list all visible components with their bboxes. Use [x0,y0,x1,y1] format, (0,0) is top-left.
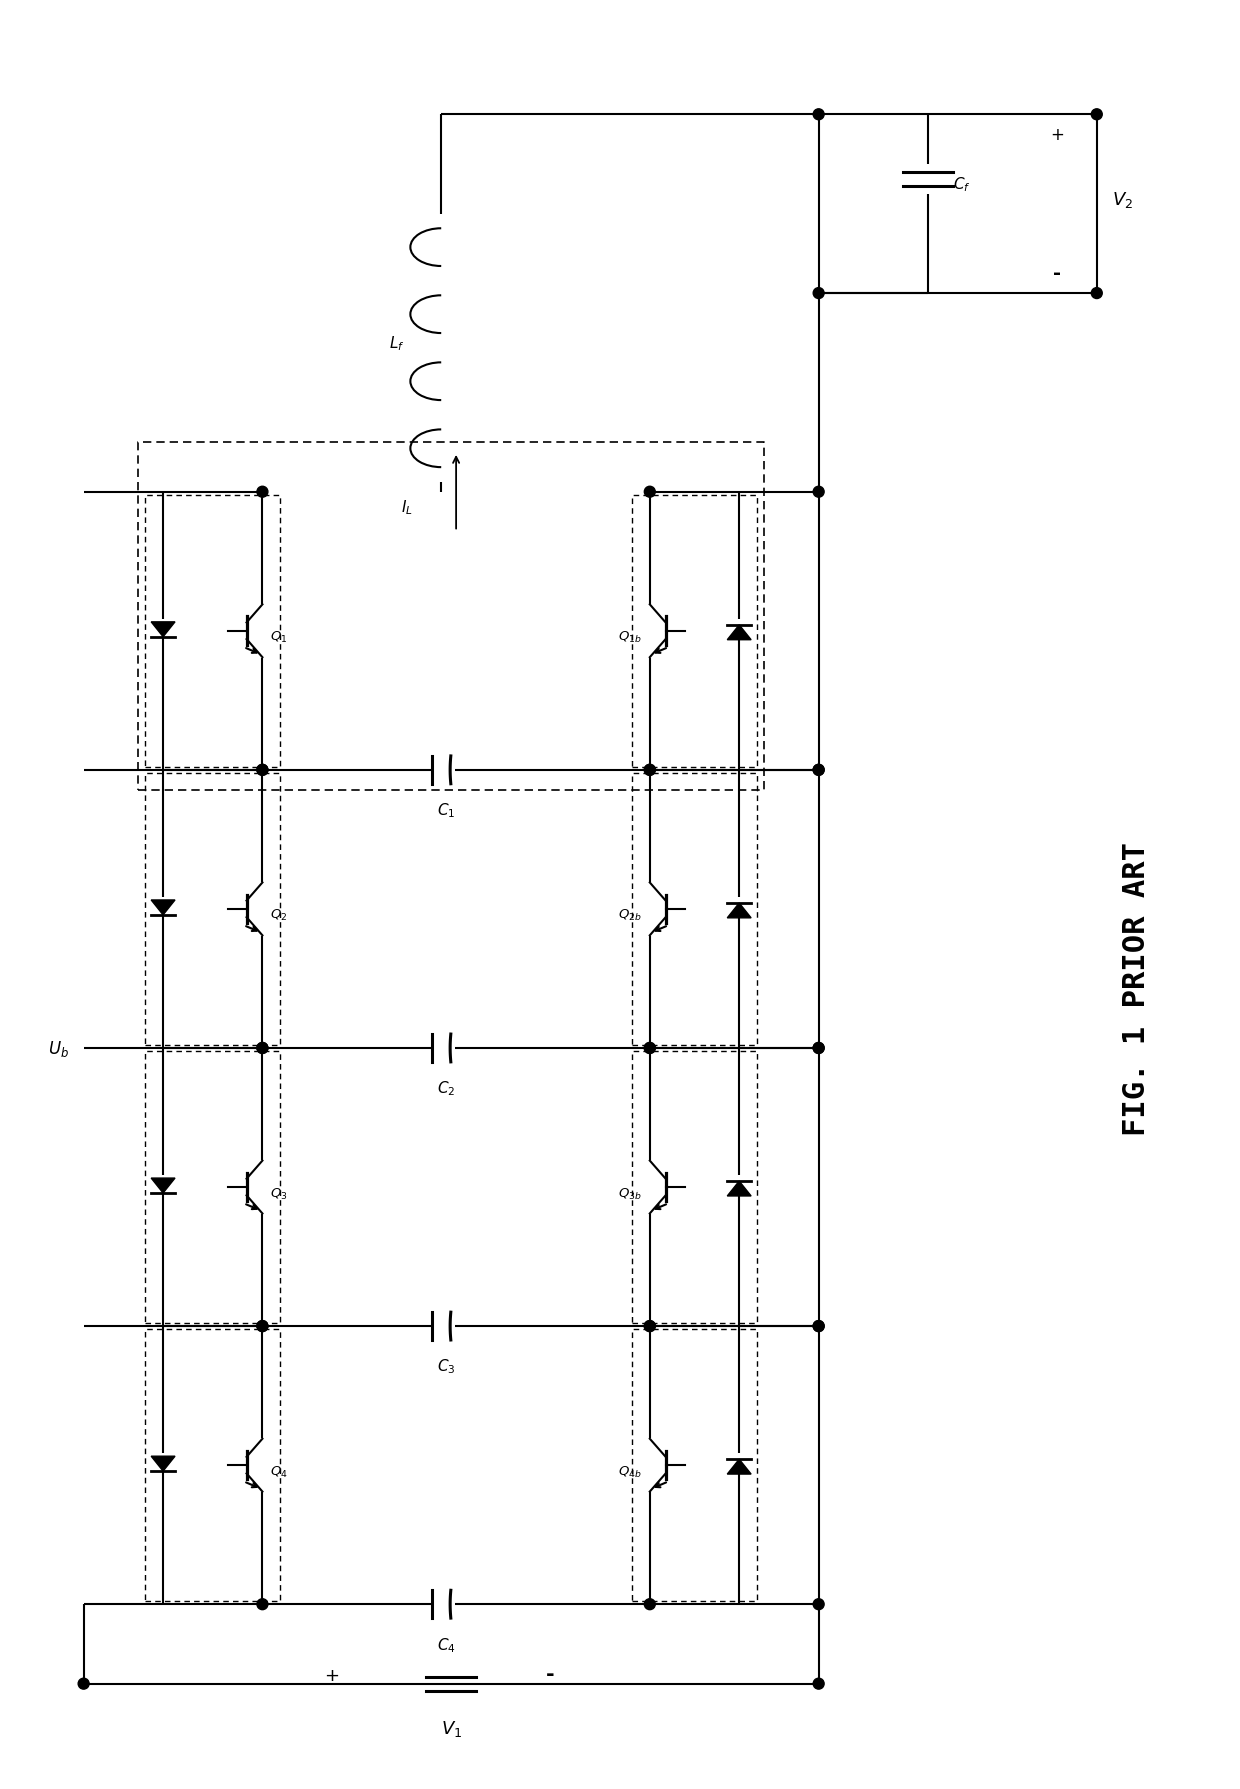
Polygon shape [151,900,175,916]
Circle shape [813,766,825,776]
Circle shape [645,1043,655,1054]
Polygon shape [728,903,751,918]
Text: $C_2$: $C_2$ [436,1079,455,1098]
Circle shape [813,109,825,120]
Text: $Q_{1b}$: $Q_{1b}$ [618,630,642,646]
Circle shape [78,1678,89,1689]
Text: FIG. 1 PRIOR ART: FIG. 1 PRIOR ART [1122,843,1151,1136]
Circle shape [813,1043,825,1054]
Text: $V_1$: $V_1$ [440,1719,461,1739]
Text: $Q_{3b}$: $Q_{3b}$ [618,1186,642,1200]
Polygon shape [728,1181,751,1197]
Polygon shape [151,1456,175,1471]
Circle shape [813,1043,825,1054]
Circle shape [257,766,268,776]
Polygon shape [151,623,175,637]
Circle shape [645,766,655,776]
Circle shape [813,487,825,497]
Circle shape [645,487,655,497]
Circle shape [645,1599,655,1610]
Circle shape [813,288,825,299]
Circle shape [1091,288,1102,299]
Text: +: + [1050,125,1064,145]
Text: $C_f$: $C_f$ [952,175,971,195]
Circle shape [813,1678,825,1689]
Text: $I_L$: $I_L$ [401,499,413,517]
Text: -: - [546,1664,554,1683]
Circle shape [257,766,268,776]
Circle shape [257,1043,268,1054]
Circle shape [257,1043,268,1054]
Text: -: - [1053,265,1061,283]
Text: +: + [325,1666,340,1683]
Circle shape [1091,109,1102,120]
Text: $Q_{4b}$: $Q_{4b}$ [618,1463,642,1480]
Text: $V_2$: $V_2$ [1112,190,1132,209]
Circle shape [645,766,655,776]
Text: $Q_3$: $Q_3$ [270,1186,288,1200]
Text: $Q_2$: $Q_2$ [270,907,288,923]
Text: $C_1$: $C_1$ [436,801,455,819]
Circle shape [813,766,825,776]
Polygon shape [728,1460,751,1474]
Circle shape [257,487,268,497]
Circle shape [645,1320,655,1331]
Circle shape [257,1320,268,1331]
Text: $Q_1$: $Q_1$ [270,630,288,646]
Text: $C_4$: $C_4$ [436,1635,455,1653]
Text: $Q_{2b}$: $Q_{2b}$ [618,907,642,923]
Text: $Q_4$: $Q_4$ [270,1463,288,1480]
Text: $L_f$: $L_f$ [388,335,404,352]
Circle shape [813,1599,825,1610]
Circle shape [813,1320,825,1331]
Circle shape [257,1320,268,1331]
Circle shape [257,1599,268,1610]
Circle shape [645,1320,655,1331]
Polygon shape [728,626,751,640]
Text: $U_b$: $U_b$ [47,1038,68,1059]
Circle shape [645,1043,655,1054]
Circle shape [813,1320,825,1331]
Polygon shape [151,1179,175,1193]
Text: $C_3$: $C_3$ [436,1358,455,1376]
